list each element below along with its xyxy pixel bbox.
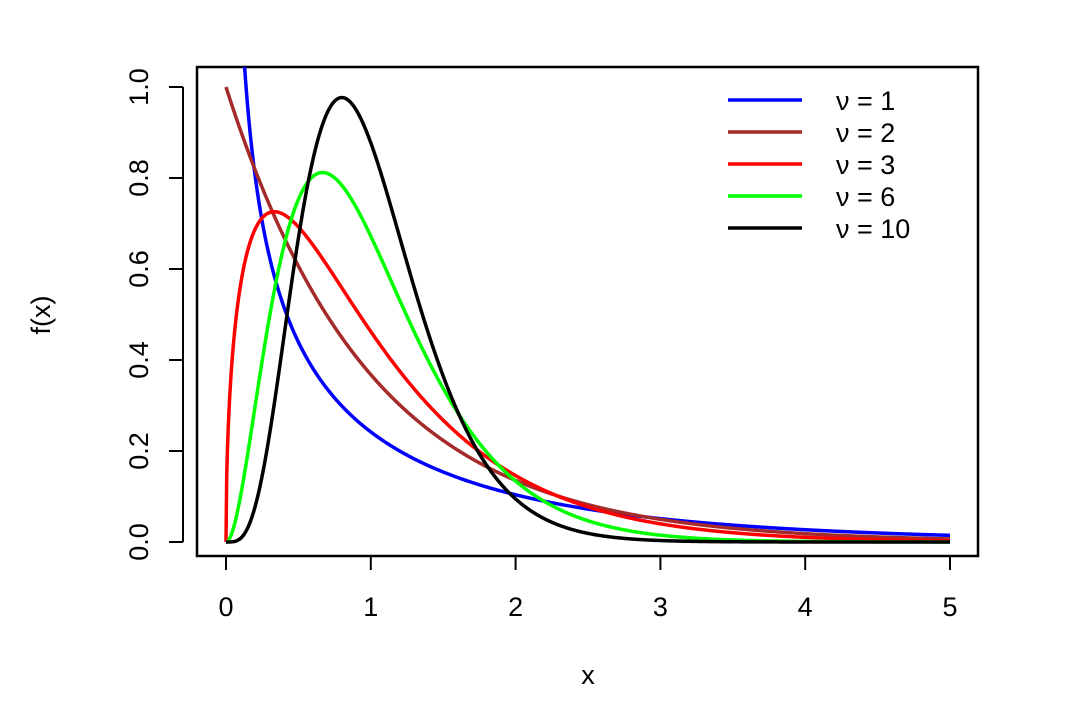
x-axis: 0 1 2 3 4 5 <box>218 555 958 622</box>
series-line-1 <box>242 67 951 538</box>
x-tick-label: 1 <box>363 592 378 622</box>
y-tick-label: 0.8 <box>124 159 154 197</box>
series-line-2 <box>224 86 951 541</box>
legend-label: ν = 2 <box>836 118 895 148</box>
legend-label: ν = 1 <box>836 86 895 116</box>
legend-label: ν = 10 <box>836 214 910 244</box>
legend: ν = 1ν = 2ν = 3ν = 6ν = 10 <box>728 86 910 244</box>
legend-label: ν = 6 <box>836 182 895 212</box>
y-axis-label: f(x) <box>26 296 56 335</box>
legend-label: ν = 3 <box>836 150 895 180</box>
x-tick-label: 3 <box>653 592 668 622</box>
y-tick-label: 1.0 <box>124 68 154 106</box>
y-tick-label: 0.0 <box>124 523 154 561</box>
y-tick-label: 0.6 <box>124 250 154 288</box>
y-tick-label: 0.2 <box>124 432 154 470</box>
series-line-3 <box>224 209 950 543</box>
y-tick-label: 0.4 <box>124 341 154 379</box>
x-tick-label: 2 <box>508 592 523 622</box>
x-axis-label: x <box>581 660 595 690</box>
x-tick-label: 0 <box>218 592 233 622</box>
y-axis: 0.0 0.2 0.4 0.6 0.8 1.0 <box>124 68 184 561</box>
series-line-10 <box>226 95 950 544</box>
x-tick-label: 4 <box>798 592 813 622</box>
curves <box>224 67 951 544</box>
x-tick-label: 5 <box>942 592 957 622</box>
